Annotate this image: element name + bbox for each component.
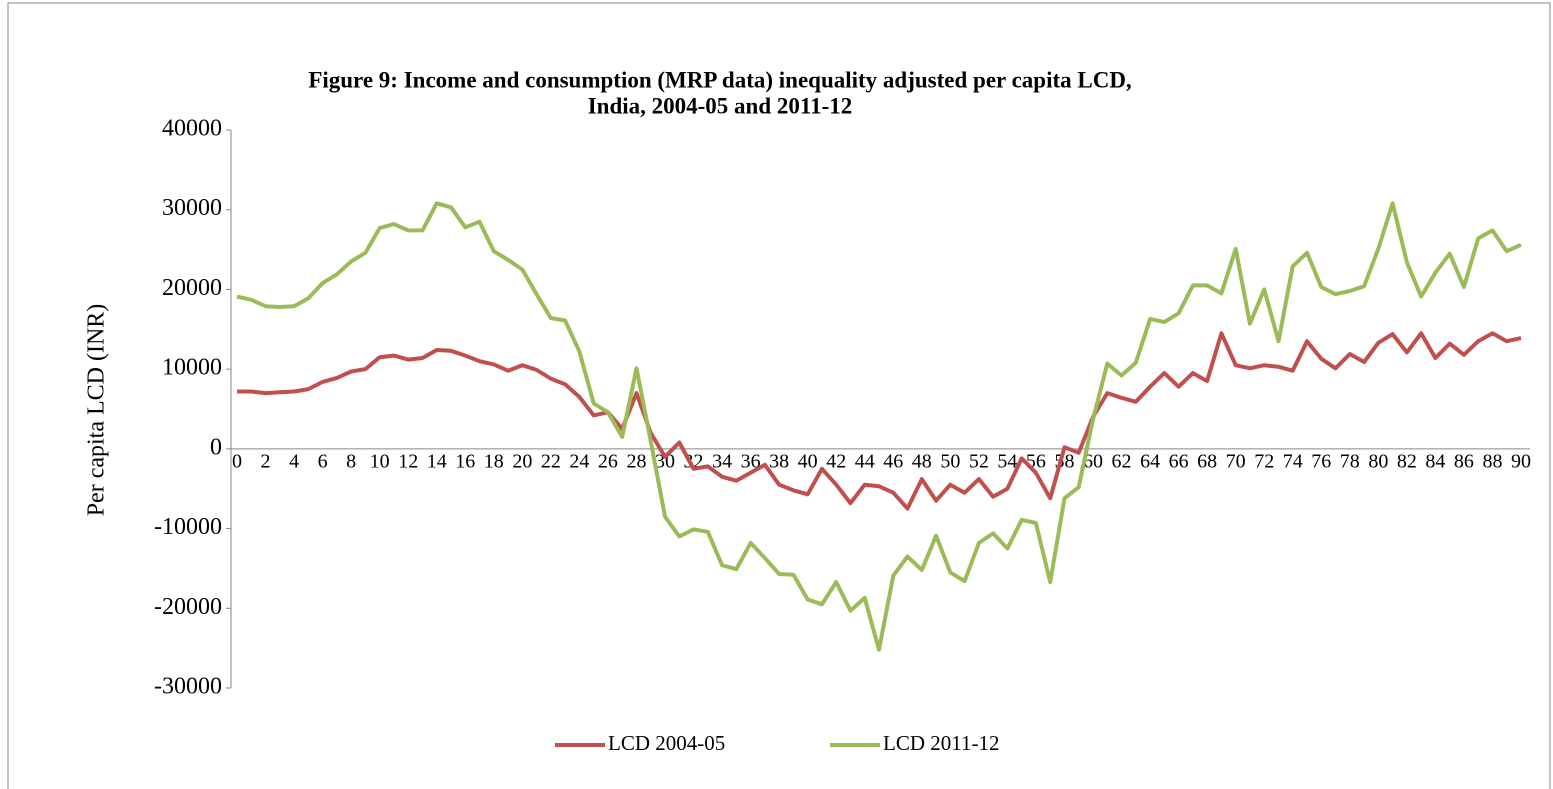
x-tick-label: 82 (1397, 450, 1417, 472)
legend-label: LCD 2004-05 (608, 731, 725, 755)
x-tick-label: 86 (1454, 450, 1474, 472)
x-tick-label: 16 (455, 450, 475, 472)
chart-frame (7, 2, 1551, 789)
x-tick-label: 8 (346, 450, 356, 472)
x-tick-label: 38 (769, 450, 789, 472)
chart-subtitle: India, 2004-05 and 2011-12 (588, 93, 853, 118)
x-tick-label: 28 (626, 450, 646, 472)
x-tick-label: 24 (569, 450, 589, 472)
x-tick-label: 2 (261, 450, 271, 472)
y-tick-label: 30000 (162, 195, 222, 221)
x-tick-label: 20 (512, 450, 532, 472)
y-tick-label: 20000 (162, 275, 222, 301)
x-tick-label: 14 (427, 450, 447, 472)
x-tick-label: 12 (398, 450, 418, 472)
x-tick-label: 84 (1425, 450, 1445, 472)
x-tick-label: 18 (484, 450, 504, 472)
x-tick-label: 68 (1197, 450, 1217, 472)
y-tick-label: 10000 (162, 355, 222, 381)
y-tick-label: -30000 (154, 674, 222, 700)
x-tick-label: 72 (1254, 450, 1274, 472)
x-tick-label: 4 (289, 450, 299, 472)
x-tick-label: 90 (1511, 450, 1531, 472)
x-tick-label: 64 (1140, 450, 1160, 472)
x-tick-label: 60 (1083, 450, 1103, 472)
x-tick-label: 44 (855, 450, 875, 472)
x-tick-label: 10 (370, 450, 390, 472)
chart-title: Figure 9: Income and consumption (MRP da… (308, 67, 1131, 92)
y-tick-label: -20000 (154, 594, 222, 620)
x-tick-label: 34 (712, 450, 732, 472)
x-tick-label: 76 (1311, 450, 1331, 472)
y-tick-label: -10000 (154, 514, 222, 540)
x-tick-label: 40 (798, 450, 818, 472)
x-tick-label: 74 (1283, 450, 1303, 472)
series-line (237, 331, 1522, 511)
x-tick-label: 30 (655, 450, 675, 472)
legend-label: LCD 2011-12 (883, 731, 999, 755)
x-tick-label: 48 (912, 450, 932, 472)
x-tick-label: 6 (318, 450, 328, 472)
y-tick-label: 40000 (162, 116, 222, 142)
x-tick-label: 46 (883, 450, 903, 472)
x-tick-label: 26 (598, 450, 618, 472)
x-tick-label: 70 (1226, 450, 1246, 472)
x-tick-label: 42 (826, 450, 846, 472)
x-tick-label: 54 (997, 450, 1017, 472)
x-tick-label: 0 (232, 450, 242, 472)
series-line (236, 201, 1522, 652)
x-tick-label: 22 (541, 450, 561, 472)
x-tick-label: 52 (969, 450, 989, 472)
x-tick-label: 50 (940, 450, 960, 472)
x-tick-label: 62 (1112, 450, 1132, 472)
x-tick-label: 80 (1368, 450, 1388, 472)
x-tick-label: 56 (1026, 450, 1046, 472)
x-tick-label: 78 (1340, 450, 1360, 472)
y-axis-label: Per capita LCD (INR) (84, 304, 110, 517)
y-tick-label: 0 (210, 434, 222, 460)
x-tick-label: 66 (1169, 450, 1189, 472)
x-tick-label: 36 (741, 450, 761, 472)
x-tick-label: 88 (1482, 450, 1502, 472)
